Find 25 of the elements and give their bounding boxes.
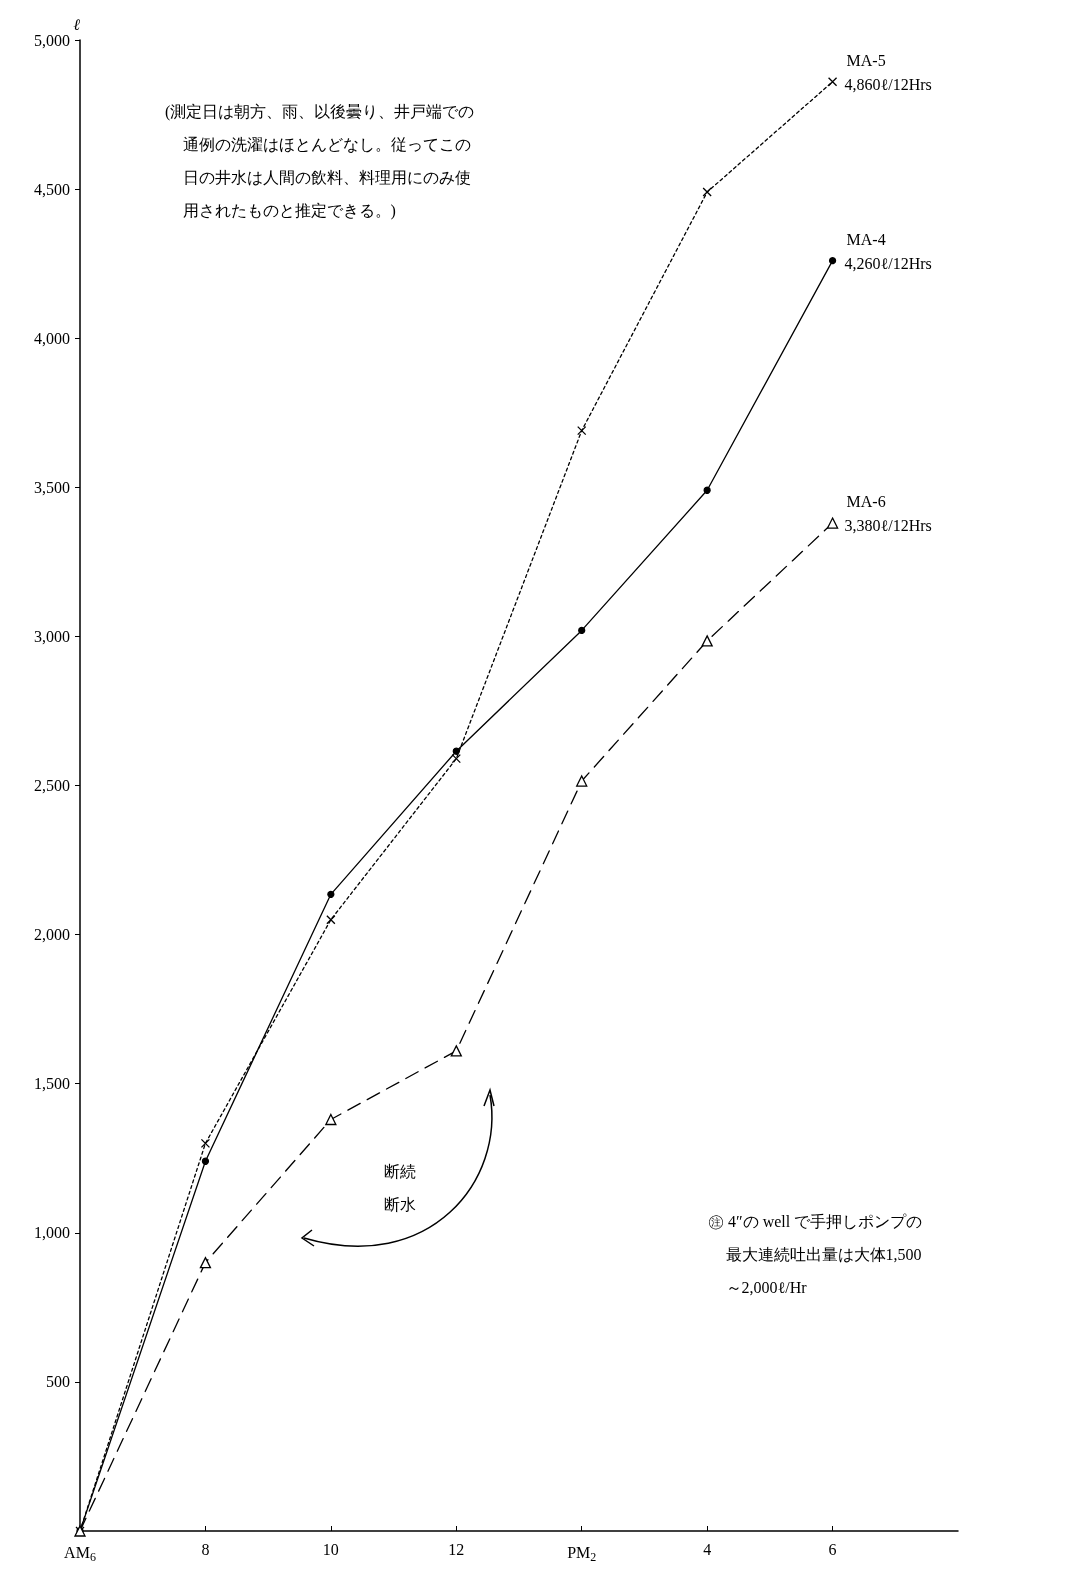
y-tick-label: 2,500 xyxy=(34,777,70,794)
y-tick-label: 5,000 xyxy=(34,31,70,49)
y-tick-label: 4,500 xyxy=(34,180,70,198)
x-tick-label: 10 xyxy=(322,1540,339,1558)
annotation: 断続断水 xyxy=(384,1162,417,1215)
x-tick-label: 4 xyxy=(703,1540,712,1558)
annotation: 3,380ℓ/12Hrs xyxy=(844,517,932,535)
y-tick-label: 2,000 xyxy=(34,926,70,944)
series-label: MA-4 xyxy=(846,230,886,248)
annotation: 4,260ℓ/12Hrs xyxy=(844,254,932,272)
x-tick-label: 6 xyxy=(828,1540,837,1558)
x-tick-label: 8 xyxy=(201,1540,210,1558)
annotation: ㊟ 4″の well で手押しポンプの最大連続吐出量は大体1,500～2,000ℓ/Hr xyxy=(708,1212,924,1298)
y-axis-title: ℓ xyxy=(73,15,81,33)
annotation: (測定日は朝方、雨、以後曇り、井戸端での通例の洗濯はほとんどなし。従ってこの日の井水は人間の飲料、料理用にのみ使用されたものと推定できる。) xyxy=(165,102,475,222)
y-tick-label: 3,000 xyxy=(34,627,70,645)
y-tick-label: 1,500 xyxy=(34,1075,70,1093)
y-tick-label: 1,000 xyxy=(34,1224,70,1242)
series-label: MA-6 xyxy=(846,493,886,511)
annotation: 4,860ℓ/12Hrs xyxy=(844,75,932,93)
y-tick-label: 4,000 xyxy=(34,329,70,347)
series-label: MA-5 xyxy=(846,51,886,69)
y-tick-label: 500 xyxy=(46,1373,70,1391)
y-tick-label: 3,500 xyxy=(34,478,70,496)
x-tick-label: 12 xyxy=(448,1540,465,1558)
